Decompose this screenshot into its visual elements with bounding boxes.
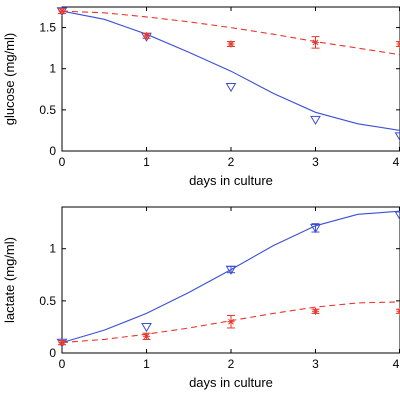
lactate-series: [56, 210, 400, 348]
glucose-chart: 0 1 2 3 4 0 0.5 1 1.5 days in culture glucose (…: [2, 6, 400, 188]
lactate-red-asterisk-point: [58, 339, 66, 347]
glucose-blue-triangle-point: [310, 115, 321, 125]
glucose-blue-triangle-point: [394, 132, 400, 142]
lactate-red-asterisk-point: [312, 307, 319, 315]
glucose-y-tick-label: 1: [49, 62, 56, 76]
glucose-y-tick-label: 1.5: [39, 21, 56, 35]
lactate-blue-triangle-point: [141, 323, 152, 333]
lactate-y-axis-label: lactate (mg/ml): [2, 237, 17, 323]
glucose-red-asterisk-point: [58, 7, 66, 15]
lactate-blue-triangle-point: [225, 265, 237, 275]
glucose-red-fit-line: [61, 10, 400, 56]
lactate-x-tick-label: 0: [59, 357, 66, 371]
glucose-x-tick-label: 4: [393, 155, 400, 169]
glucose-y-axis-label: glucose (mg/ml): [2, 33, 17, 125]
lactate-x-tick-label: 3: [312, 357, 319, 371]
lactate-y-tick-label: 1: [49, 242, 56, 256]
glucose-y-tick-label: 0.5: [39, 103, 56, 117]
lactate-y-tick-label: 0: [49, 346, 56, 360]
glucose-x-axis-label: days in culture: [189, 173, 273, 188]
glucose-plot-frame: [61, 6, 400, 152]
lactate-red-asterisk-point: [227, 318, 235, 326]
glucose-blue-fit-line: [61, 10, 400, 131]
glucose-x-tick-label: 0: [59, 155, 66, 169]
glucose-y-tick-label: 0: [49, 144, 56, 158]
lactate-x-tick-label: 4: [393, 357, 400, 371]
glucose-red-asterisk-point: [143, 32, 150, 40]
lactate-blue-triangle-point: [394, 211, 400, 221]
glucose-blue-triangle-point: [225, 82, 237, 93]
glucose-x-tick-label: 3: [312, 155, 319, 169]
lactate-plot-frame: [61, 206, 400, 354]
lactate-x-tick-label: 1: [143, 357, 150, 371]
glucose-series: [56, 7, 400, 142]
lactate-red-asterisk-point: [143, 332, 150, 340]
glucose-x-tick-label: 2: [228, 155, 235, 169]
lactate-y-ticks: 00.51: [39, 242, 400, 360]
glucose-red-asterisk-point: [396, 40, 400, 48]
glucose-red-asterisk-point: [312, 38, 319, 46]
glucose-x-tick-label: 1: [143, 155, 150, 169]
glucose-red-error-bar: [396, 41, 400, 47]
lactate-x-ticks: 0 1 2 3 4: [59, 207, 400, 371]
lactate-y-tick-label: 0.5: [39, 294, 56, 308]
glucose-y-ticks: 0 0.5 1 1.5: [39, 21, 400, 158]
lactate-x-tick-label: 2: [228, 357, 235, 371]
lactate-x-axis-label: days in culture: [189, 375, 273, 390]
glucose-red-asterisk-point: [227, 40, 235, 48]
lactate-red-asterisk-point: [396, 307, 400, 315]
lactate-blue-triangle-point: [310, 223, 321, 234]
